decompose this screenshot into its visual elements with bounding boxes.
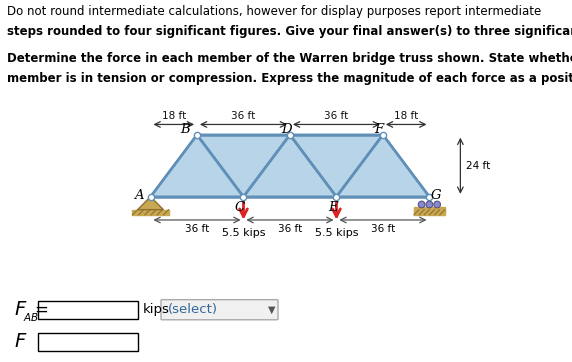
Text: 24 ft: 24 ft [466, 161, 490, 171]
Text: 5.5 kips: 5.5 kips [222, 228, 265, 238]
Circle shape [434, 201, 440, 208]
Text: 36 ft: 36 ft [185, 224, 209, 234]
Circle shape [418, 201, 425, 208]
Text: 36 ft: 36 ft [278, 224, 302, 234]
Text: $=$: $=$ [31, 301, 49, 318]
Polygon shape [138, 197, 164, 210]
Text: F: F [375, 123, 384, 136]
Bar [38, 333, 138, 351]
Text: (select): (select) [168, 303, 218, 316]
Text: Do not round intermediate calculations, however for display purposes report inte: Do not round intermediate calculations, … [7, 5, 541, 18]
Polygon shape [244, 135, 336, 197]
Text: ▼: ▼ [268, 305, 276, 315]
Text: member is in tension or compression. Express the magnitude of each force as a po: member is in tension or compression. Exp… [7, 72, 572, 85]
Text: 36 ft: 36 ft [231, 111, 256, 121]
Polygon shape [290, 135, 383, 197]
FancyBboxPatch shape [161, 300, 278, 320]
Text: D: D [281, 123, 291, 136]
Text: $\mathit{F}$: $\mathit{F}$ [14, 301, 27, 319]
Polygon shape [414, 210, 445, 215]
Text: 36 ft: 36 ft [324, 111, 348, 121]
Text: E: E [328, 201, 337, 214]
Text: C: C [235, 201, 245, 214]
Circle shape [426, 201, 433, 208]
Text: $\mathit{F}$: $\mathit{F}$ [14, 333, 27, 351]
Text: G: G [431, 189, 441, 202]
Text: 18 ft: 18 ft [394, 111, 418, 121]
Text: Determine the force in each member of the Warren bridge truss shown. State wheth: Determine the force in each member of th… [7, 52, 572, 66]
Text: 5.5 kips: 5.5 kips [315, 228, 358, 238]
Text: A: A [134, 189, 144, 202]
Polygon shape [197, 135, 290, 197]
Text: 36 ft: 36 ft [371, 224, 395, 234]
Polygon shape [336, 135, 430, 197]
Text: B: B [181, 123, 190, 136]
Polygon shape [414, 207, 445, 212]
Text: 18 ft: 18 ft [162, 111, 186, 121]
Text: $\mathit{AB}$: $\mathit{AB}$ [23, 311, 39, 323]
Bar [38, 301, 138, 319]
Text: kips: kips [143, 303, 170, 316]
Polygon shape [133, 210, 169, 215]
Text: steps rounded to four significant figures. Give your final answer(s) to three si: steps rounded to four significant figure… [7, 25, 572, 38]
Polygon shape [150, 135, 244, 197]
